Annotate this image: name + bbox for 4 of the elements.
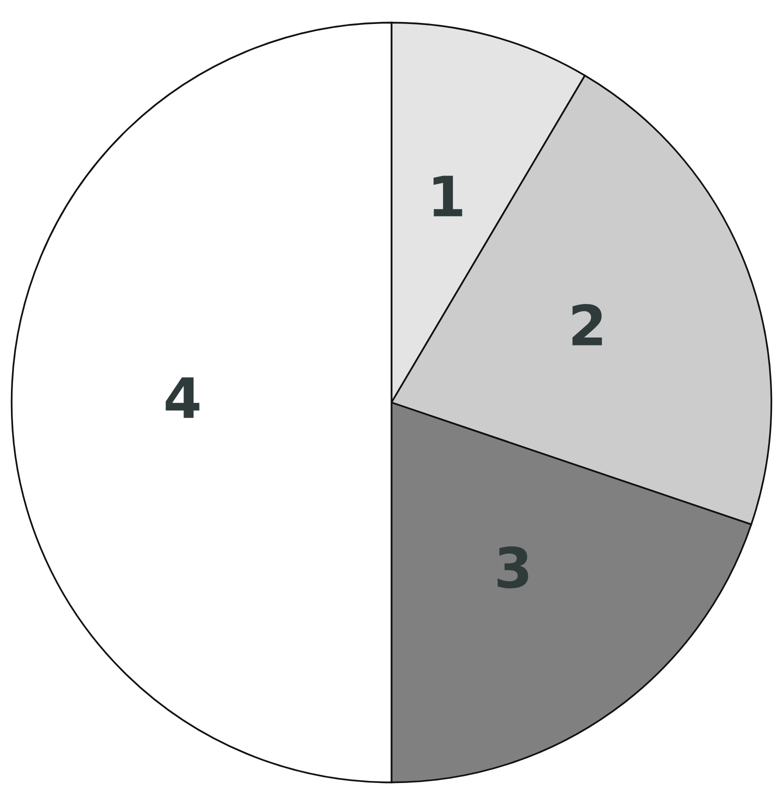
slice-label: 2 [572, 304, 602, 346]
slice-label: 4 [166, 377, 200, 418]
slice-label: 3 [498, 546, 528, 588]
slice-label: 1 [434, 176, 462, 216]
